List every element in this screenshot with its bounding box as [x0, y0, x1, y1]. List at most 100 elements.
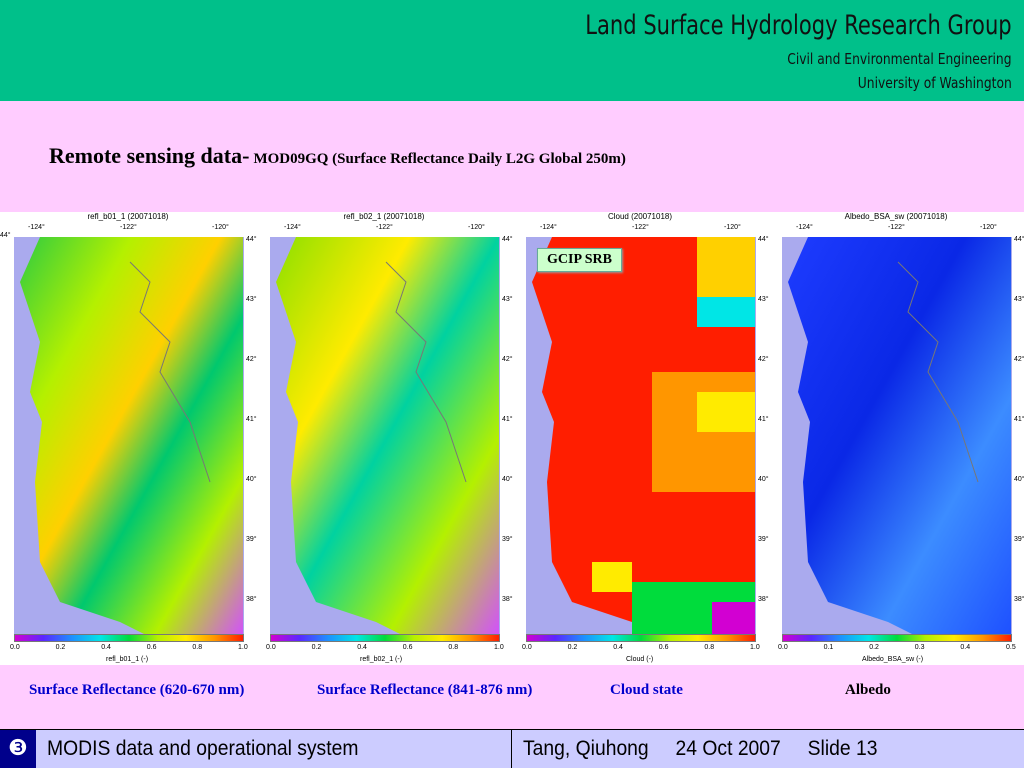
- footer-author: Tang, Qiuhong: [523, 737, 649, 760]
- colorbar-tick-label: 0.6: [658, 644, 669, 651]
- lat-tick-label: 41°: [502, 416, 513, 423]
- map-image-red: 44°: [0, 231, 244, 637]
- lat-tick-label: 38°: [1014, 596, 1024, 603]
- lat-tick-label: 39°: [246, 536, 257, 543]
- gcip-srb-label: GCIP SRB: [537, 248, 622, 272]
- colorbar-label: refl_b01_1 (-): [106, 656, 149, 663]
- lat-tick-label: 41°: [246, 416, 257, 423]
- colorbar-tick-label: 0.8: [192, 644, 203, 651]
- footer-bar: ❸ MODIS data and operational system Tang…: [0, 729, 1024, 768]
- department: Civil and Environmental Engineering: [787, 50, 1012, 68]
- footer-divider: [511, 730, 512, 768]
- lat-tick-label: 40°: [1014, 476, 1024, 483]
- panel-title: Cloud (20071018): [607, 212, 673, 221]
- lat-tick-label: 41°: [1014, 416, 1024, 423]
- footer-meta: Tang, Qiuhong 24 Oct 2007 Slide 13: [523, 737, 877, 761]
- lat-tick-label: 43°: [1014, 296, 1024, 303]
- university: University of Washington: [857, 74, 1012, 92]
- lon-tick-label: -124°: [284, 224, 301, 231]
- colorbar-tick-label: 1.0: [494, 644, 504, 651]
- caption-red: Surface Reflectance (620-670 nm): [29, 682, 245, 698]
- lat-tick-label: 42°: [246, 356, 257, 363]
- lon-tick-label: -124°: [28, 224, 45, 231]
- lat-tick-label: 44°: [246, 236, 257, 243]
- caption-albedo: Albedo: [845, 682, 891, 698]
- footer-slide: Slide 13: [807, 737, 878, 760]
- lat-tick-label: 43°: [502, 296, 513, 303]
- lat-tick-label: 44°: [758, 236, 769, 243]
- colorbar-tick-label: 0.2: [55, 644, 66, 651]
- group-title: Land Surface Hydrology Research Group: [585, 10, 1012, 41]
- colorbar-tick-label: 0.0: [10, 644, 20, 651]
- section-number-icon: ❸: [0, 730, 36, 768]
- panel-title: refl_b01_1 (20071018): [87, 212, 169, 221]
- map-image-cloud: [526, 237, 756, 637]
- colorbar: [14, 634, 244, 642]
- slide-title-main: Remote sensing data-: [49, 143, 250, 168]
- lat-tick-label: 38°: [758, 596, 769, 603]
- colorbar-tick-label: 0.6: [402, 644, 413, 651]
- lon-tick-label: -122°: [120, 224, 137, 231]
- colorbar: [526, 634, 756, 642]
- lat-tick-label: 39°: [1014, 536, 1024, 543]
- colorbar-tick-label: 0.3: [914, 644, 925, 651]
- lon-tick-label: -124°: [540, 224, 557, 231]
- caption-cloud: Cloud state: [610, 682, 683, 698]
- lon-tick-label: -122°: [632, 224, 649, 231]
- panel-title: Albedo_BSA_sw (20071018): [844, 212, 948, 221]
- colorbar-label: Albedo_BSA_sw (-): [862, 656, 924, 663]
- footer-topic: MODIS data and operational system: [47, 737, 359, 760]
- colorbar-tick-label: 0.4: [960, 644, 971, 651]
- lon-tick-label: -122°: [376, 224, 393, 231]
- colorbar-tick-label: 0.4: [101, 644, 111, 651]
- lat-tick-label: 44°: [1014, 236, 1024, 243]
- colorbar: [782, 634, 1012, 642]
- colorbar-tick-label: 0.1: [823, 644, 834, 651]
- colorbar-tick-label: 0.8: [704, 644, 715, 651]
- lat-tick-label: 38°: [502, 596, 513, 603]
- lon-tick-label: -122°: [888, 224, 905, 231]
- colorbar-tick-label: 0.0: [778, 644, 788, 651]
- map-panel-albedo: Albedo_BSA_sw (20071018) Albedo_BSA_sw (…: [768, 212, 1024, 665]
- colorbar-tick-label: 0.4: [357, 644, 367, 651]
- colorbar-tick-label: 0.5: [1006, 644, 1016, 651]
- lat-tick-label: 40°: [758, 476, 769, 483]
- lon-tick-label: -120°: [212, 224, 229, 231]
- lat-tick-label: 39°: [502, 536, 513, 543]
- colorbar-tick-label: 1.0: [238, 644, 248, 651]
- slide-title: Remote sensing data- MOD09GQ (Surface Re…: [49, 143, 626, 169]
- lat-tick-label: 41°: [758, 416, 769, 423]
- colorbar-tick-label: 1.0: [750, 644, 760, 651]
- colorbar-label: Cloud (-): [626, 656, 654, 663]
- lat-tick-label: 42°: [758, 356, 769, 363]
- lat-tick-label: 44°: [502, 236, 513, 243]
- colorbar-tick-label: 0.6: [146, 644, 157, 651]
- slide-title-sub: MOD09GQ (Surface Reflectance Daily L2G G…: [253, 151, 626, 167]
- colorbar-tick-label: 0.0: [522, 644, 532, 651]
- lon-tick-label: -124°: [796, 224, 813, 231]
- header-bar: Land Surface Hydrology Research Group Ci…: [0, 0, 1024, 101]
- map-panel-cloud: Cloud (20071018) Cloud (-) 0.0 0.2 0.4 0.6 0…: [512, 212, 769, 665]
- lat-tick-label: 39°: [758, 536, 769, 543]
- footer-date: 24 Oct 2007: [675, 737, 781, 760]
- colorbar-tick-label: 0.2: [869, 644, 879, 651]
- lat-tick-label: 40°: [246, 476, 257, 483]
- map-figure: refl_b01_1 (20071018) 44° refl_b01_1 (-)…: [0, 212, 1024, 665]
- colorbar-tick-label: 0.2: [567, 644, 578, 651]
- lat-tick-label: 43°: [758, 296, 769, 303]
- lat-tick-label: 38°: [246, 596, 257, 603]
- lat-tick: 44°: [0, 231, 11, 239]
- colorbar-tick-label: 0.0: [266, 644, 276, 651]
- lat-tick-label: 43°: [246, 296, 257, 303]
- map-panel-red: refl_b01_1 (20071018) 44° refl_b01_1 (-)…: [0, 212, 257, 665]
- lon-tick-label: -120°: [724, 224, 741, 231]
- map-panel-nir: refl_b02_1 (20071018) refl_b02_1 (-) 0.0…: [256, 212, 513, 665]
- colorbar-tick-label: 0.2: [311, 644, 322, 651]
- colorbar-tick-label: 0.4: [613, 644, 623, 651]
- lon-tick-label: -120°: [468, 224, 485, 231]
- caption-nir: Surface Reflectance (841-876 nm): [317, 682, 533, 698]
- colorbar-tick-label: 0.8: [448, 644, 459, 651]
- map-image-nir: [270, 237, 500, 637]
- colorbar-label: refl_b02_1 (-): [360, 656, 403, 663]
- lon-tick-label: -120°: [980, 224, 997, 231]
